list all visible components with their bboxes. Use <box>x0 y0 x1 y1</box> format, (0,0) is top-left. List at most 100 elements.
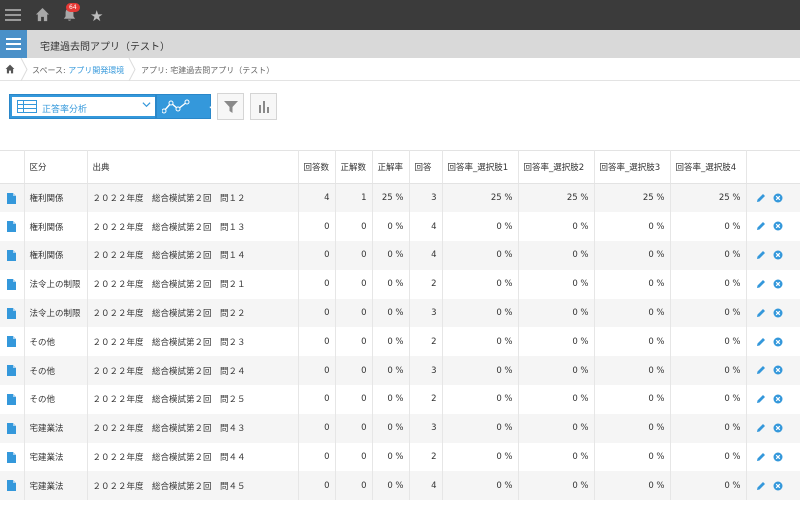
source-cell: ２０２２年度 総合模試第２回 問４４ <box>87 442 299 472</box>
choice2-rate-cell: 0 % <box>518 413 595 443</box>
table-row: その他 ２０２２年度 総合模試第２回 問２３ 0 0 0 % 2 0 % 0 %… <box>0 327 800 357</box>
choice1-rate-cell: 0 % <box>442 298 519 328</box>
record-detail-cell[interactable] <box>0 385 25 414</box>
pencil-icon[interactable] <box>756 337 766 347</box>
correct-cell: 1 <box>335 183 373 213</box>
correct-cell: 0 <box>335 442 373 472</box>
choice1-rate-cell: 0 % <box>442 241 519 270</box>
document-icon[interactable] <box>7 221 17 233</box>
record-detail-cell[interactable] <box>0 212 25 242</box>
column-header[interactable]: 回答率_選択肢4 <box>670 150 747 184</box>
document-icon[interactable] <box>7 336 17 348</box>
pencil-icon[interactable] <box>756 308 766 318</box>
graph-select-button[interactable] <box>156 94 218 119</box>
correct-cell: 0 <box>335 385 373 414</box>
breadcrumb-space-link[interactable]: アプリ開発環境 <box>68 66 125 75</box>
record-detail-cell[interactable] <box>0 298 25 328</box>
document-icon[interactable] <box>7 278 17 290</box>
choice3-rate-cell: 0 % <box>594 356 671 386</box>
choice4-rate-cell: 0 % <box>670 356 747 386</box>
column-header[interactable]: 回答数 <box>298 150 336 184</box>
pencil-icon[interactable] <box>756 394 766 404</box>
choice1-rate-cell: 0 % <box>442 442 519 472</box>
pencil-icon[interactable] <box>756 279 766 289</box>
answers-cell: 0 <box>298 385 336 414</box>
column-header[interactable]: 区分 <box>24 150 88 184</box>
choice2-rate-cell: 0 % <box>518 442 595 472</box>
table-row: 法令上の制限 ２０２２年度 総合模試第２回 問２１ 0 0 0 % 2 0 % … <box>0 269 800 299</box>
record-detail-cell[interactable] <box>0 356 25 386</box>
choice4-rate-cell: 0 % <box>670 212 747 242</box>
answer-cell: 3 <box>409 356 443 386</box>
delete-icon[interactable] <box>773 394 783 404</box>
record-detail-cell[interactable] <box>0 442 25 472</box>
category-cell: 宅建業法 <box>24 413 88 443</box>
column-header[interactable]: 出典 <box>87 150 299 184</box>
column-header[interactable]: 正解率 <box>372 150 410 184</box>
record-detail-cell[interactable] <box>0 471 25 501</box>
column-header[interactable]: 正解数 <box>335 150 373 184</box>
column-header[interactable]: 回答率_選択肢3 <box>594 150 671 184</box>
filter-button[interactable] <box>217 93 244 120</box>
pencil-icon[interactable] <box>756 221 766 231</box>
choice4-rate-cell: 0 % <box>670 327 747 357</box>
graph-button[interactable] <box>250 93 277 120</box>
document-icon[interactable] <box>7 307 17 319</box>
document-icon[interactable] <box>7 422 17 434</box>
delete-icon[interactable] <box>773 250 783 260</box>
document-icon[interactable] <box>7 192 17 204</box>
rate-cell: 0 % <box>372 385 410 414</box>
pencil-icon[interactable] <box>756 423 766 433</box>
delete-icon[interactable] <box>773 365 783 375</box>
category-cell: 権利関係 <box>24 183 88 213</box>
app-title-bar: 宅建過去問アプリ（テスト） <box>0 30 800 58</box>
breadcrumb-separator <box>20 58 28 81</box>
menu-icon[interactable] <box>5 7 21 23</box>
record-detail-cell[interactable] <box>0 269 25 299</box>
record-detail-cell[interactable] <box>0 327 25 357</box>
column-header[interactable]: 回答 <box>409 150 443 184</box>
delete-icon[interactable] <box>773 452 783 462</box>
pencil-icon[interactable] <box>756 250 766 260</box>
delete-icon[interactable] <box>773 308 783 318</box>
app-list-icon[interactable] <box>0 30 27 58</box>
correct-cell: 0 <box>335 269 373 299</box>
document-icon[interactable] <box>7 365 17 377</box>
pencil-icon[interactable] <box>756 193 766 203</box>
record-detail-cell[interactable] <box>0 413 25 443</box>
correct-cell: 0 <box>335 413 373 443</box>
view-select[interactable]: 正答率分析 <box>9 94 156 119</box>
pencil-icon[interactable] <box>756 452 766 462</box>
answers-cell: 0 <box>298 212 336 242</box>
pencil-icon[interactable] <box>756 365 766 375</box>
delete-icon[interactable] <box>773 337 783 347</box>
record-detail-cell[interactable] <box>0 241 25 270</box>
delete-icon[interactable] <box>773 193 783 203</box>
row-actions <box>746 269 800 299</box>
document-icon[interactable] <box>7 393 17 405</box>
star-icon[interactable]: ★ <box>90 7 104 25</box>
source-cell: ２０２２年度 総合模試第２回 問１３ <box>87 212 299 242</box>
answer-cell: 2 <box>409 269 443 299</box>
document-icon[interactable] <box>7 480 17 492</box>
pencil-icon[interactable] <box>756 481 766 491</box>
document-icon[interactable] <box>7 451 17 463</box>
source-cell: ２０２２年度 総合模試第２回 問２２ <box>87 298 299 328</box>
answer-cell: 2 <box>409 442 443 472</box>
column-header[interactable]: 回答率_選択肢2 <box>518 150 595 184</box>
home-icon[interactable] <box>35 7 50 25</box>
document-icon[interactable] <box>7 249 17 261</box>
category-cell: 宅建業法 <box>24 471 88 501</box>
rate-cell: 0 % <box>372 298 410 328</box>
record-detail-cell[interactable] <box>0 183 25 213</box>
delete-icon[interactable] <box>773 423 783 433</box>
table-row: 法令上の制限 ２０２２年度 総合模試第２回 問２２ 0 0 0 % 3 0 % … <box>0 298 800 328</box>
answer-cell: 3 <box>409 183 443 213</box>
row-actions <box>746 385 800 414</box>
column-header[interactable]: 回答率_選択肢1 <box>442 150 519 184</box>
breadcrumb-home-icon[interactable] <box>5 64 15 77</box>
delete-icon[interactable] <box>773 481 783 491</box>
delete-icon[interactable] <box>773 221 783 231</box>
row-actions <box>746 212 800 242</box>
delete-icon[interactable] <box>773 279 783 289</box>
